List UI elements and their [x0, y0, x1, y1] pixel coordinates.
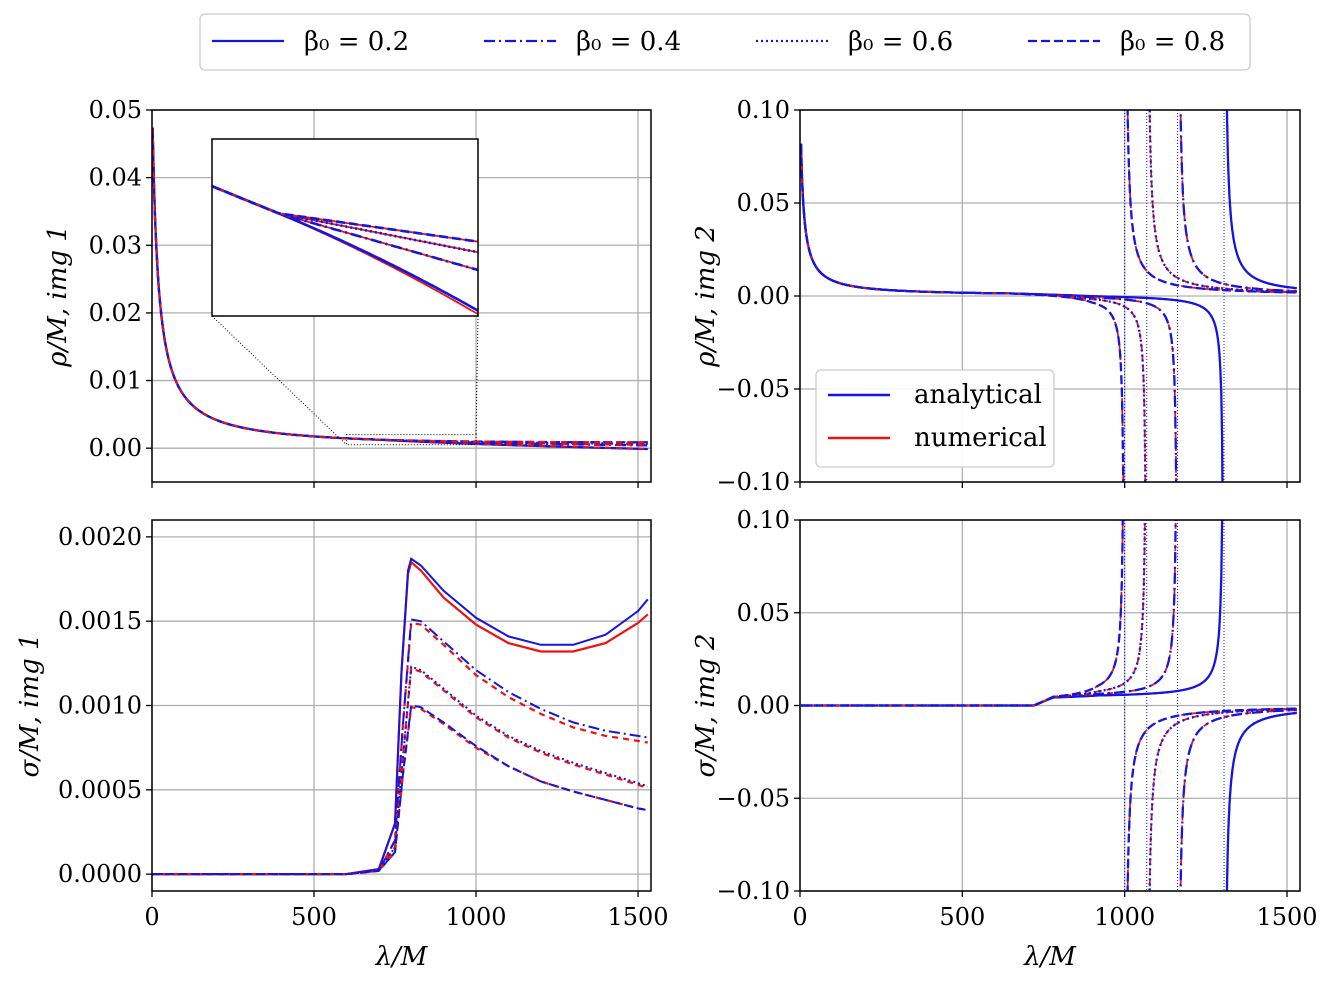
x-tick-label: 1500	[607, 903, 668, 931]
plot-area	[152, 127, 648, 451]
y-tick-label: 0.0010	[58, 692, 142, 720]
analytical-line	[801, 520, 1147, 707]
numerical-line	[152, 127, 648, 443]
x-tick-label: 0	[792, 903, 807, 931]
analytical-line	[1126, 707, 1297, 891]
analytical-line	[152, 704, 648, 876]
analytical-line	[801, 520, 1177, 707]
grid	[151, 520, 651, 891]
method-legend: analytical numerical	[815, 369, 1055, 468]
y-axis-label: σ/M, img 2	[691, 633, 721, 777]
x-tick-label: 1000	[1094, 903, 1155, 931]
zoom-connector	[211, 315, 347, 446]
analytical-line	[1225, 711, 1297, 891]
y-axis-label: ρ/M, img 1	[43, 225, 73, 368]
axes-frame	[151, 109, 652, 483]
plot-area	[801, 520, 1298, 891]
analytical-line	[801, 520, 1224, 707]
y-tick-label: 0.03	[89, 231, 142, 259]
y-tick-label: 0.05	[737, 189, 790, 217]
analytical-line	[1179, 708, 1298, 891]
y-tick-label: 0.00	[737, 282, 790, 310]
analytical-line	[800, 143, 1224, 482]
analytical-line	[800, 143, 1125, 482]
x-axis-label: λ/M	[375, 942, 429, 972]
y-tick-label: 0.0005	[58, 776, 142, 804]
y-tick-label: 0.05	[737, 599, 790, 627]
analytical-line	[152, 557, 649, 876]
x-tick-label: 1500	[1256, 903, 1317, 931]
analytical-line	[1225, 110, 1298, 290]
panel-sigma-img2: 0 500 1000 1500 −0.10 −0.05 0.00 0.05 0.10 λ/M σ/M…	[691, 506, 1318, 972]
y-tick-label: −0.05	[716, 784, 790, 812]
legend-label: β₀ = 0.4	[576, 27, 681, 57]
axes-frame	[151, 519, 652, 892]
y-tick-label: 0.10	[737, 506, 790, 534]
numerical-line	[1148, 708, 1297, 891]
legend-label: numerical	[914, 423, 1047, 453]
analytical-line	[801, 520, 1124, 707]
zoom-region	[345, 434, 477, 446]
inset-frame	[211, 138, 479, 317]
y-tick-label: −0.10	[716, 877, 790, 905]
x-axis-label: λ/M	[1023, 942, 1077, 972]
inset-axes	[211, 138, 479, 317]
y-tick-label: 0.00	[89, 434, 142, 462]
numerical-line	[801, 520, 1177, 707]
x-tick-label: 0	[144, 903, 159, 931]
numerical-line	[800, 143, 1147, 482]
y-tick-label: −0.05	[716, 375, 790, 403]
numerical-line	[801, 520, 1146, 707]
plot-area	[800, 110, 1298, 482]
analytical-line	[1148, 707, 1297, 891]
y-tick-label: 0.0020	[58, 523, 142, 551]
panel-sigma-img1: 0 500 1000 1500 0.0000 0.0005 0.0010 0.0015 0.00…	[15, 519, 669, 972]
legend-label: β₀ = 0.2	[304, 27, 409, 57]
plot-area	[152, 557, 649, 876]
panel-rho-img2: −0.10 −0.05 0.00 0.05 0.10 ρ/M, img 2 analytic…	[691, 96, 1301, 496]
legend-label: β₀ = 0.6	[848, 27, 953, 57]
x-tick-label: 1000	[445, 903, 506, 931]
panel-rho-img1: 0.00 0.01 0.02 0.03 0.04 0.05 ρ/M, img 1	[43, 96, 652, 488]
analytical-line	[1126, 110, 1297, 294]
x-tick-label: 500	[291, 903, 337, 931]
numerical-line	[800, 143, 1224, 482]
x-tick-label: 500	[939, 903, 985, 931]
numerical-line	[1179, 709, 1298, 891]
axes-frame	[799, 519, 1301, 892]
inset-analytical-line	[212, 184, 478, 243]
y-axis-label: σ/M, img 1	[15, 633, 45, 777]
y-tick-label: 0.05	[89, 96, 142, 124]
legend-label: β₀ = 0.8	[1120, 27, 1225, 57]
y-axis-label: ρ/M, img 2	[691, 225, 721, 368]
legend-box	[199, 13, 1251, 71]
legend-label: analytical	[914, 380, 1042, 410]
y-tick-label: 0.00	[737, 692, 790, 720]
y-tick-label: 0.10	[737, 96, 790, 124]
top-legend: β₀ = 0.2 β₀ = 0.4 β₀ = 0.6 β₀ = 0.8	[199, 13, 1251, 71]
analytical-line	[152, 618, 648, 876]
analytical-line	[800, 143, 1147, 482]
y-tick-label: 0.01	[89, 367, 142, 395]
numerical-line	[152, 621, 648, 876]
numerical-line	[801, 520, 1224, 707]
numerical-line	[1126, 707, 1297, 891]
y-tick-label: 0.0015	[58, 607, 142, 635]
analytical-line	[1179, 110, 1297, 293]
y-tick-label: 0.04	[89, 164, 142, 192]
y-tick-label: 0.0000	[58, 860, 142, 888]
y-tick-label: 0.02	[89, 299, 142, 327]
axes-frame	[799, 109, 1301, 483]
y-tick-label: −0.10	[716, 468, 790, 496]
